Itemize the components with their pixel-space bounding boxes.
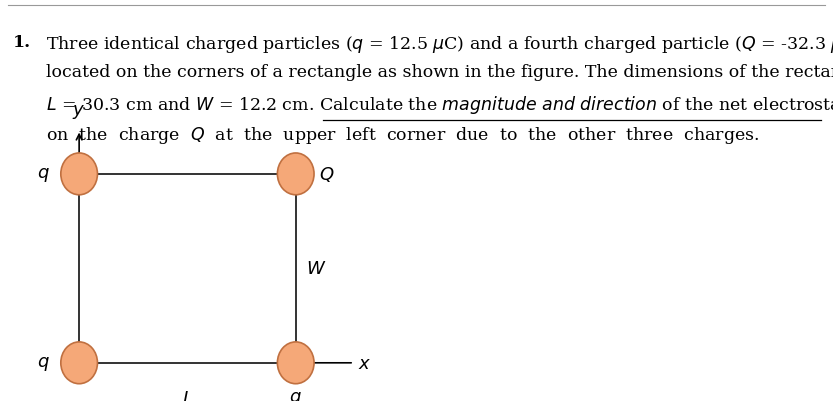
- Text: $L$ = 30.3 cm and $W$ = 12.2 cm. Calculate the $\it{magnitude\ and\ direction}$ : $L$ = 30.3 cm and $W$ = 12.2 cm. Calcula…: [46, 94, 833, 116]
- Text: $Q$: $Q$: [319, 165, 335, 184]
- Text: $q$: $q$: [37, 166, 50, 183]
- Text: Three identical charged particles ($q$ = 12.5 $\mu$C) and a fourth charged parti: Three identical charged particles ($q$ =…: [46, 34, 833, 55]
- Ellipse shape: [277, 342, 314, 384]
- Text: 1.: 1.: [12, 34, 31, 51]
- Text: $y$: $y$: [72, 102, 86, 120]
- Ellipse shape: [277, 154, 314, 195]
- Text: $q$: $q$: [289, 389, 302, 401]
- Text: $L$: $L$: [182, 389, 193, 401]
- Ellipse shape: [61, 154, 97, 195]
- Text: on  the  charge  $Q$  at  the  upper  left  corner  due  to  the  other  three  : on the charge $Q$ at the upper left corn…: [46, 124, 759, 145]
- Text: $q$: $q$: [37, 354, 50, 372]
- Text: $W$: $W$: [306, 260, 326, 277]
- Text: located on the corners of a rectangle as shown in the figure. The dimensions of : located on the corners of a rectangle as…: [46, 64, 833, 81]
- Text: $x$: $x$: [358, 354, 372, 372]
- Ellipse shape: [61, 342, 97, 384]
